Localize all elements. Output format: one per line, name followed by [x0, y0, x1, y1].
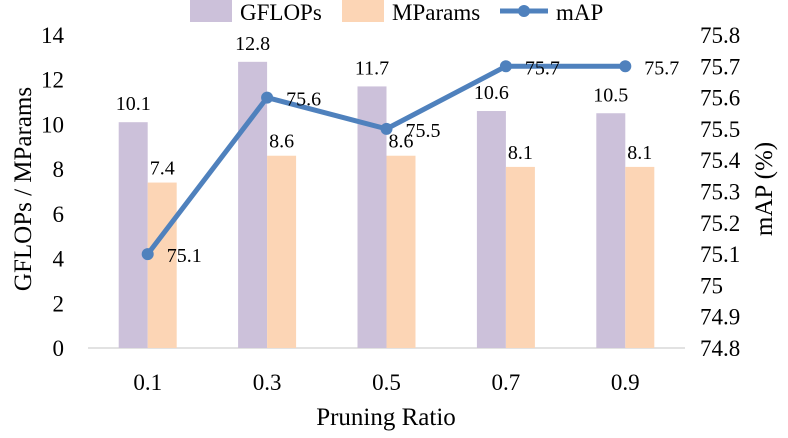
bar-gflops: [118, 122, 148, 348]
legend-swatch-gflops: [190, 0, 232, 22]
bar-label-mparams: 8.1: [627, 142, 652, 164]
legend-label-gflops: GFLOPs: [240, 0, 322, 25]
bar-label-mparams: 8.1: [508, 142, 533, 164]
map-point-label: 75.7: [525, 57, 560, 79]
bar-label-gflops: 10.1: [116, 93, 151, 115]
legend-label-map: mAP: [556, 0, 603, 25]
right-tick-label: 74.9: [700, 305, 740, 330]
x-tick-label: 0.5: [372, 370, 401, 395]
bar-mparams: [147, 182, 177, 348]
right-tick-label: 75.8: [700, 23, 740, 48]
x-tick-label: 0.3: [253, 370, 282, 395]
left-tick-label: 0: [53, 336, 65, 361]
bar-label-mparams: 8.6: [269, 131, 294, 153]
left-tick-label: 6: [53, 202, 65, 227]
map-point-label: 75.1: [167, 245, 202, 267]
right-tick-label: 75.7: [700, 54, 740, 79]
bar-mparams: [625, 166, 655, 348]
map-point: [380, 122, 393, 135]
bar-gflops: [238, 61, 268, 348]
bar-mparams: [267, 155, 297, 348]
x-tick-label: 0.1: [133, 370, 162, 395]
x-axis: 0.1 0.3 0.5 0.7 0.9: [133, 370, 639, 395]
left-tick-label: 12: [41, 68, 64, 93]
right-tick-label: 75.2: [700, 211, 740, 236]
map-line-layer: 75.1 75.6 75.5 75.7 75.7: [141, 57, 679, 267]
right-tick-label: 75: [700, 273, 723, 298]
left-tick-label: 10: [41, 112, 64, 137]
legend-swatch-mparams: [342, 0, 384, 22]
y-axis-title-left: GFLOPs / MParams: [10, 87, 37, 291]
map-point-label: 75.6: [286, 89, 321, 111]
bars: [118, 61, 655, 349]
left-axis: 0 2 4 6 8 10 12 14: [41, 23, 65, 361]
bar-label-gflops: 12.8: [235, 33, 270, 55]
left-tick-label: 2: [53, 291, 65, 316]
x-tick-label: 0.7: [492, 370, 521, 395]
bar-labels: 10.1 7.4 12.8 8.6 11.7 8.6 10.6 8.1 10.5 8.1: [116, 33, 653, 180]
right-tick-label: 75.6: [700, 86, 740, 111]
left-tick-label: 8: [53, 157, 65, 182]
bar-label-gflops: 10.6: [474, 82, 509, 104]
map-point: [261, 91, 274, 104]
left-tick-label: 4: [53, 247, 65, 272]
x-axis-title: Pruning Ratio: [316, 404, 456, 431]
right-tick-label: 74.8: [700, 336, 740, 361]
bar-mparams: [386, 155, 416, 348]
map-point-label: 75.7: [644, 57, 679, 79]
right-axis: 74.8 74.9 75 75.1 75.2 75.3 75.4 75.5 75.6 75.7 75…: [700, 23, 741, 361]
bar-mparams: [505, 166, 535, 348]
legend: GFLOPs MParams mAP: [190, 0, 603, 25]
legend-marker-map: [518, 5, 530, 17]
map-point-label: 75.5: [406, 120, 441, 142]
right-tick-label: 75.4: [700, 148, 741, 173]
bar-label-mparams: 8.6: [389, 131, 414, 153]
right-tick-label: 75.5: [700, 117, 740, 142]
map-point: [619, 60, 632, 73]
bar-gflops: [596, 113, 626, 348]
x-tick-label: 0.9: [611, 370, 640, 395]
y-axis-title-right: mAP (%): [751, 142, 778, 236]
bar-gflops: [476, 111, 506, 348]
bar-label-gflops: 10.5: [593, 84, 628, 106]
right-tick-label: 75.3: [700, 180, 740, 205]
map-point: [141, 248, 154, 261]
bar-label-gflops: 11.7: [355, 57, 389, 79]
bar-label-mparams: 7.4: [150, 158, 175, 180]
map-point: [499, 60, 512, 73]
left-tick-label: 14: [41, 23, 65, 48]
legend-label-mparams: MParams: [392, 0, 480, 25]
right-tick-label: 75.1: [700, 242, 740, 267]
